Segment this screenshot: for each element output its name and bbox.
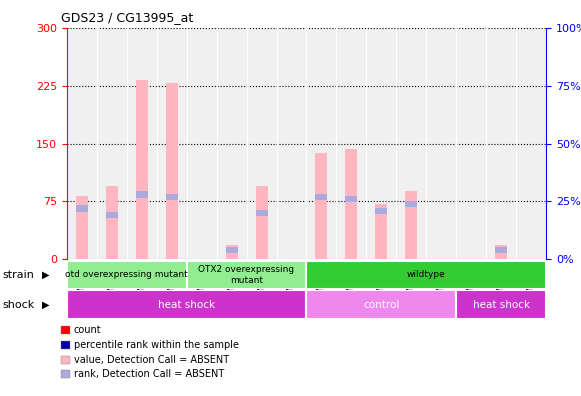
Bar — [225, 247, 238, 253]
Text: heat shock: heat shock — [158, 299, 215, 310]
Bar — [106, 212, 118, 219]
Bar — [346, 196, 357, 202]
Bar — [396, 28, 426, 259]
Text: rank, Detection Call = ABSENT: rank, Detection Call = ABSENT — [74, 369, 224, 379]
Bar — [106, 186, 118, 259]
Bar — [406, 191, 417, 259]
Bar — [256, 186, 267, 259]
Bar — [217, 28, 246, 259]
Bar — [67, 290, 307, 319]
Bar — [187, 28, 217, 259]
Bar — [495, 247, 507, 253]
Bar — [406, 201, 417, 207]
Bar — [375, 208, 388, 214]
Bar — [307, 290, 456, 319]
Bar — [246, 28, 277, 259]
Bar — [346, 149, 357, 259]
Bar — [136, 191, 148, 198]
Bar — [375, 204, 388, 259]
Bar — [336, 28, 367, 259]
Bar — [315, 153, 328, 259]
Bar — [307, 261, 546, 289]
Bar — [315, 194, 328, 200]
Text: wildtype: wildtype — [407, 270, 446, 279]
Text: otd overexpressing mutant: otd overexpressing mutant — [65, 270, 188, 279]
Bar — [486, 28, 516, 259]
Bar — [307, 28, 336, 259]
Bar — [516, 28, 546, 259]
Text: percentile rank within the sample: percentile rank within the sample — [74, 340, 239, 350]
Text: strain: strain — [3, 270, 35, 280]
Text: heat shock: heat shock — [472, 299, 530, 310]
Bar — [367, 28, 396, 259]
Bar — [166, 194, 178, 200]
Text: count: count — [74, 325, 102, 335]
Text: GDS23 / CG13995_at: GDS23 / CG13995_at — [61, 11, 193, 24]
Bar — [67, 28, 97, 259]
Bar — [76, 196, 88, 259]
Bar — [97, 28, 127, 259]
Bar — [256, 210, 267, 216]
Text: shock: shock — [3, 299, 35, 310]
Bar — [127, 28, 157, 259]
Bar — [157, 28, 187, 259]
Text: ▶: ▶ — [42, 299, 49, 310]
Bar — [456, 28, 486, 259]
Bar — [187, 261, 307, 289]
Bar — [225, 246, 238, 259]
Bar — [67, 261, 187, 289]
Bar — [495, 246, 507, 259]
Bar — [76, 205, 88, 211]
Bar — [166, 83, 178, 259]
Text: value, Detection Call = ABSENT: value, Detection Call = ABSENT — [74, 354, 229, 365]
Bar — [426, 28, 456, 259]
Bar — [136, 80, 148, 259]
Text: OTX2 overexpressing
mutant: OTX2 overexpressing mutant — [199, 265, 295, 284]
Bar — [456, 290, 546, 319]
Bar — [277, 28, 307, 259]
Text: ▶: ▶ — [42, 270, 49, 280]
Text: control: control — [363, 299, 400, 310]
